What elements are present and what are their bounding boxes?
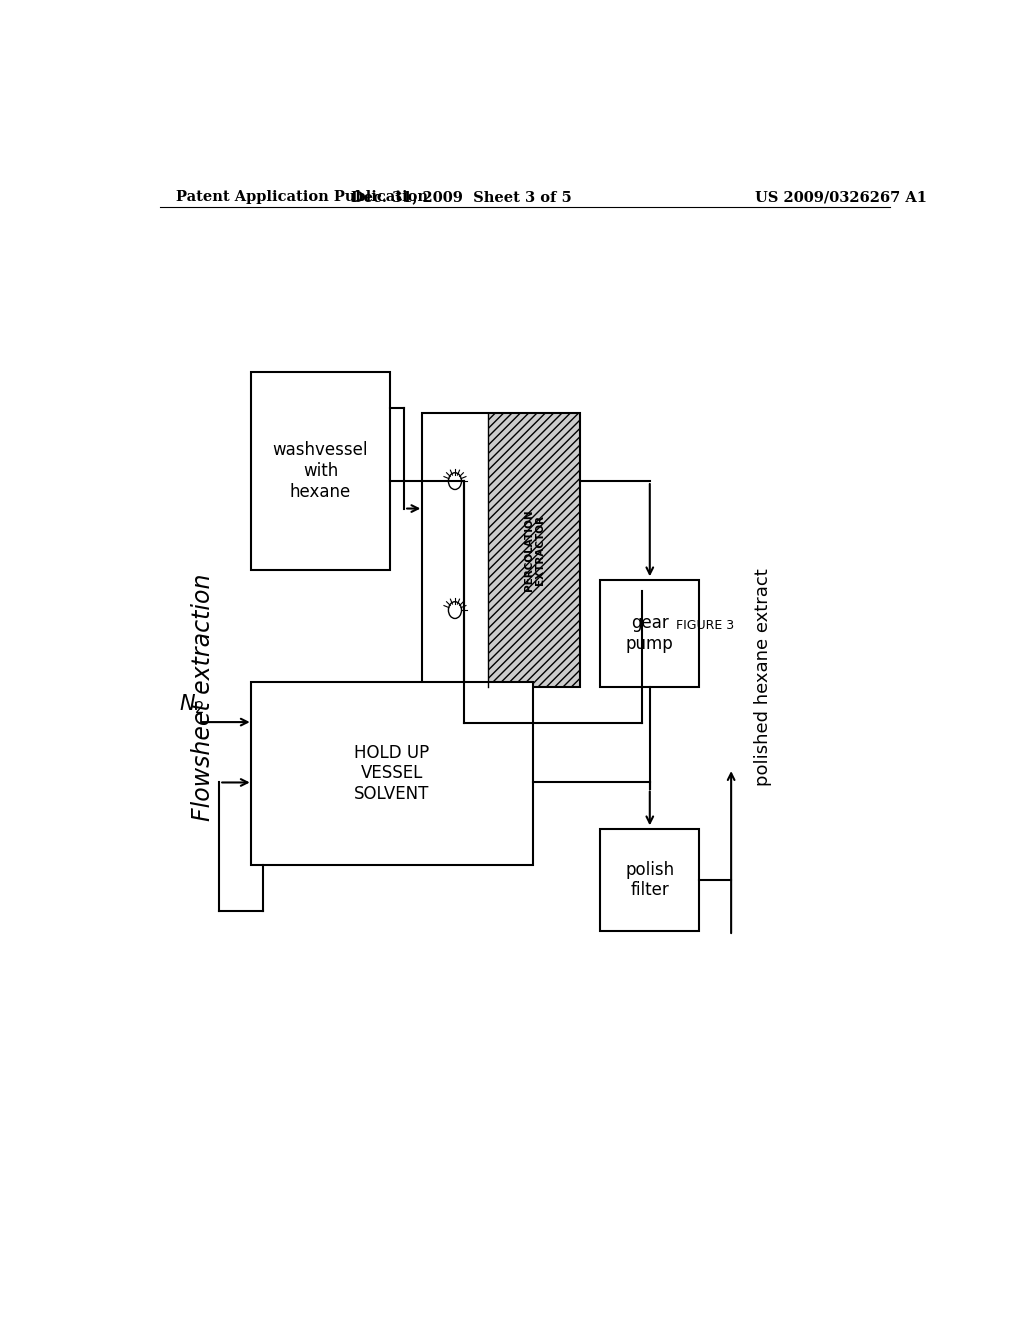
Text: FIGURE 3: FIGURE 3: [676, 619, 734, 632]
Bar: [488, 413, 581, 686]
Text: PERCOLATION
EXTRACTOR: PERCOLATION EXTRACTOR: [523, 510, 545, 590]
Bar: [251, 372, 390, 570]
Text: Patent Application Publication: Patent Application Publication: [176, 190, 428, 205]
Text: polished hexane extract: polished hexane extract: [754, 568, 772, 785]
Text: $N_2$: $N_2$: [179, 692, 204, 715]
Text: polish
filter: polish filter: [626, 861, 675, 899]
Bar: [600, 581, 699, 686]
Bar: [251, 682, 532, 865]
Text: US 2009/0326267 A1: US 2009/0326267 A1: [755, 190, 927, 205]
Text: washvessel
with
hexane: washvessel with hexane: [272, 441, 369, 500]
Bar: [422, 413, 581, 686]
Text: Flowsheet extraction: Flowsheet extraction: [191, 573, 215, 821]
Text: Dec. 31, 2009  Sheet 3 of 5: Dec. 31, 2009 Sheet 3 of 5: [351, 190, 571, 205]
Text: gear
pump: gear pump: [626, 614, 674, 653]
Bar: [600, 829, 699, 931]
Text: HOLD UP
VESSEL
SOLVENT: HOLD UP VESSEL SOLVENT: [354, 743, 429, 803]
Bar: [422, 413, 488, 686]
